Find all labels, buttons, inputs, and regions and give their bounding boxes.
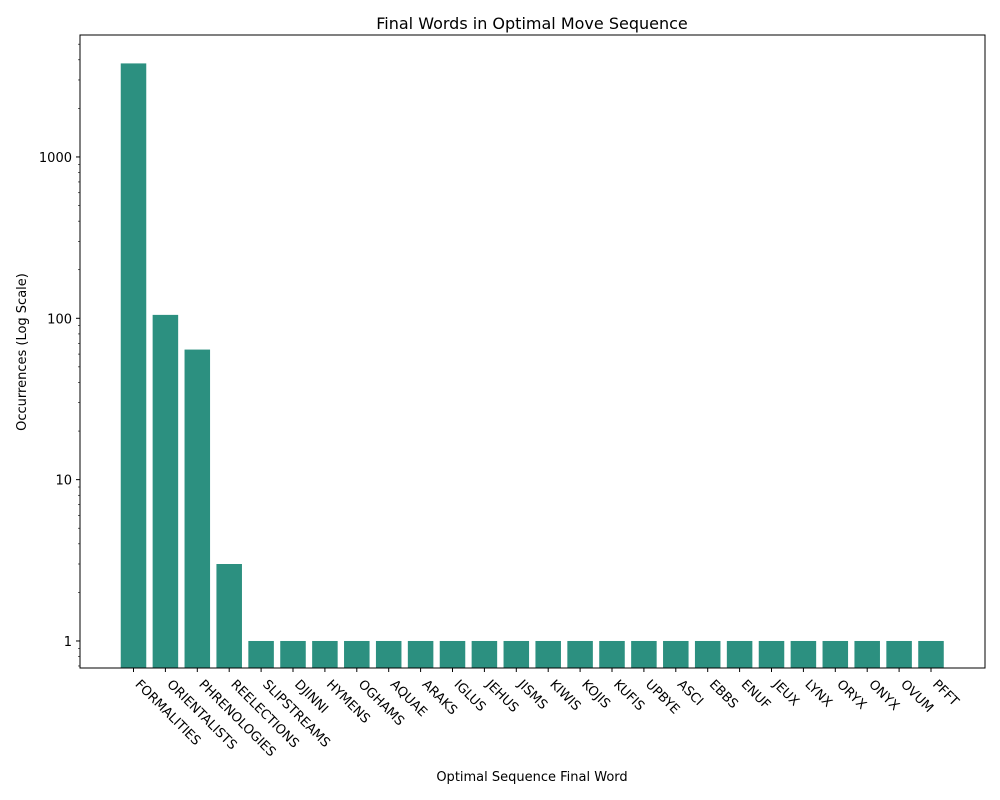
x-tick-label: JEHUS bbox=[482, 677, 521, 716]
x-tick-label: JEUX bbox=[769, 677, 802, 710]
bar-jehus bbox=[471, 640, 498, 668]
chart-title: Final Words in Optimal Move Sequence bbox=[376, 14, 687, 33]
x-tick-label: LYNX bbox=[802, 677, 835, 710]
y-axis-ticks: 1 10 100 1000 bbox=[39, 43, 80, 667]
bar-araks bbox=[407, 640, 434, 668]
bar-lynx bbox=[790, 640, 817, 668]
bar-kiwis bbox=[535, 640, 561, 668]
plot-frame bbox=[79, 34, 986, 669]
bar-oryx bbox=[822, 640, 849, 668]
x-tick-label: ENUF bbox=[738, 677, 773, 712]
y-tick-label: 1000 bbox=[39, 151, 72, 166]
x-tick-label: UPBYE bbox=[642, 677, 682, 717]
y-tick-label: 100 bbox=[47, 312, 72, 327]
bar-ovum bbox=[886, 640, 912, 668]
bar-hymens bbox=[312, 640, 338, 668]
bar-kufis bbox=[599, 640, 625, 668]
bar-upbye bbox=[631, 640, 657, 668]
bar-onyx bbox=[854, 640, 880, 668]
x-tick-label: KUFIS bbox=[610, 677, 647, 714]
bar-pfft bbox=[918, 640, 944, 668]
bar-jeux bbox=[758, 640, 785, 668]
bar-jisms bbox=[503, 640, 530, 668]
bar-reelections bbox=[216, 564, 242, 668]
bar-orientalists bbox=[152, 314, 179, 668]
bar-slipstreams bbox=[248, 640, 274, 668]
bar-aquae bbox=[375, 640, 402, 668]
bar-kojis bbox=[567, 640, 593, 668]
bars-group bbox=[120, 63, 944, 669]
bar-phrenologies bbox=[184, 349, 211, 668]
bar-enuf bbox=[726, 640, 753, 668]
x-axis-ticks: FORMALITIESORIENTALISTSPHRENOLOGIESREELE… bbox=[132, 668, 961, 760]
bar-djinni bbox=[280, 640, 306, 668]
y-axis-label: Occurrences (Log Scale) bbox=[15, 273, 30, 431]
x-tick-label: KOJIS bbox=[578, 677, 613, 712]
y-tick-label: 1 bbox=[64, 635, 72, 650]
bar-iglus bbox=[439, 640, 466, 668]
x-tick-label: ONYX bbox=[865, 677, 902, 714]
x-axis-label: Optimal Sequence Final Word bbox=[436, 770, 627, 785]
bar-ebbs bbox=[694, 640, 721, 668]
x-tick-label: ORYX bbox=[833, 677, 869, 713]
x-tick-label: OVUM bbox=[897, 677, 936, 716]
y-tick-label: 10 bbox=[55, 474, 72, 489]
x-tick-label: KIWIS bbox=[546, 677, 583, 714]
x-tick-label: EBBS bbox=[706, 677, 741, 712]
bar-oghams bbox=[344, 640, 370, 668]
x-tick-label: JISMS bbox=[514, 677, 550, 713]
bar-formalities bbox=[120, 63, 147, 669]
bar-asci bbox=[663, 640, 689, 668]
